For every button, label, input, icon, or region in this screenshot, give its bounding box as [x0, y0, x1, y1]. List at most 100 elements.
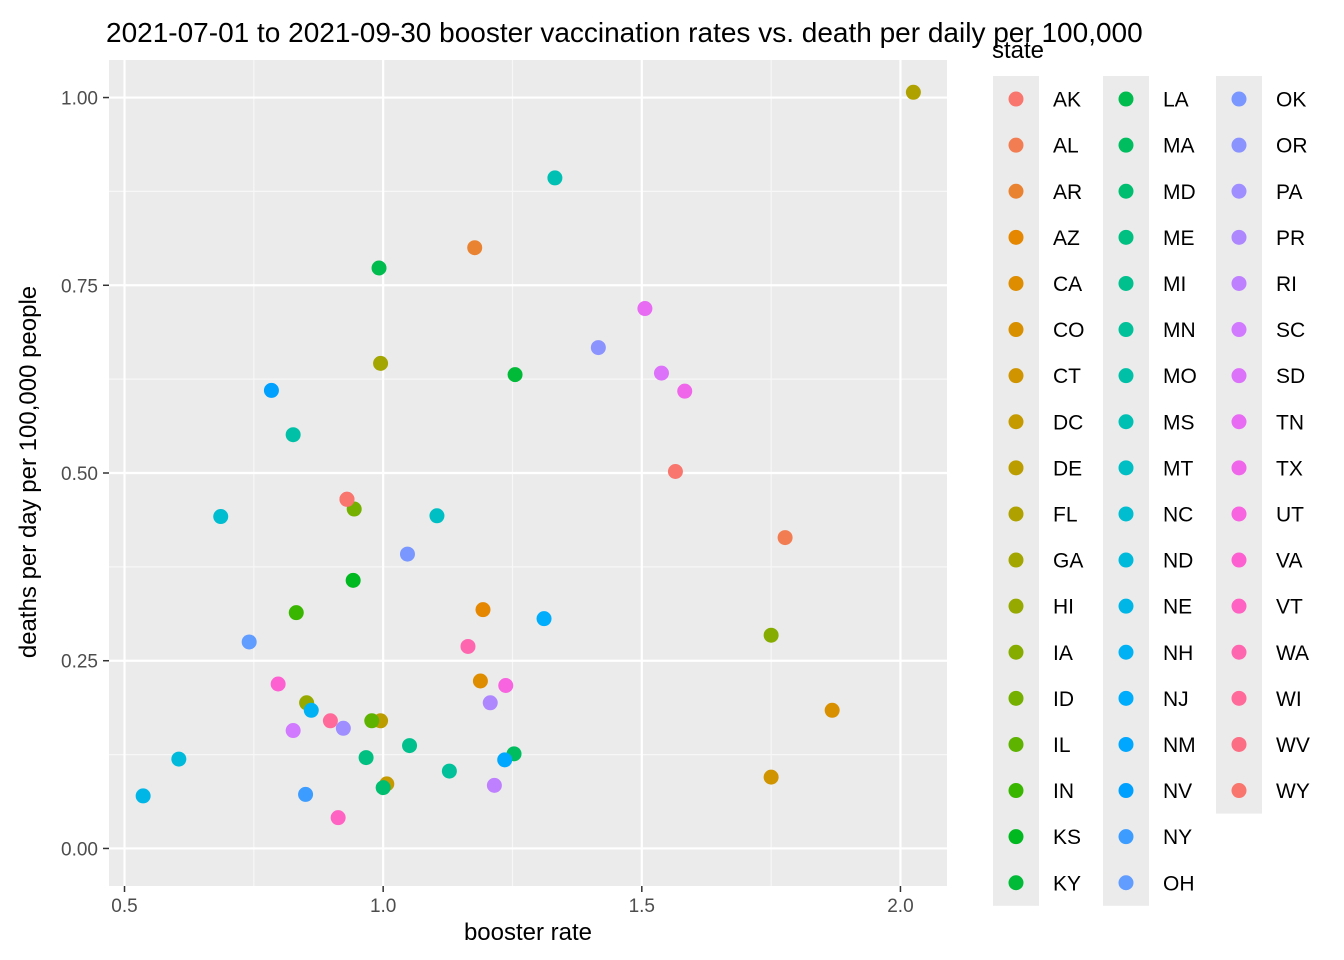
- y-tick-label: 1.00: [61, 89, 98, 110]
- legend-key-ne: [1118, 598, 1134, 614]
- legend-label-dc: DC: [1053, 411, 1083, 434]
- legend-key-wy: [1231, 783, 1247, 799]
- legend-label-va: VA: [1276, 550, 1302, 573]
- legend-key-ks: [1008, 829, 1024, 845]
- point-me: [358, 750, 374, 766]
- legend-label-wa: WA: [1276, 642, 1309, 665]
- point-mo: [285, 427, 301, 443]
- legend-label-pr: PR: [1276, 227, 1305, 250]
- point-nm: [497, 752, 513, 768]
- point-ca: [472, 673, 488, 689]
- legend-key-vt: [1231, 598, 1247, 614]
- point-sd: [653, 365, 669, 381]
- legend-key-mo: [1118, 368, 1134, 384]
- legend-label-ri: RI: [1276, 273, 1297, 296]
- legend-label-ne: NE: [1163, 596, 1192, 619]
- legend-key-md: [1118, 183, 1134, 199]
- legend-label-wy: WY: [1276, 780, 1310, 803]
- legend-key-tn: [1231, 414, 1247, 430]
- x-tick-label: 1.5: [629, 896, 655, 917]
- point-ky: [507, 367, 523, 383]
- legend-label-ct: CT: [1053, 365, 1081, 388]
- chart-title: 2021-07-01 to 2021-09-30 booster vaccina…: [106, 17, 1143, 48]
- legend-label-ma: MA: [1163, 135, 1195, 158]
- legend-label-nv: NV: [1163, 780, 1192, 803]
- point-vt: [330, 810, 346, 826]
- legend-label-fl: FL: [1053, 503, 1078, 526]
- legend-key-de: [1008, 460, 1024, 476]
- legend-key-co: [1008, 322, 1024, 338]
- legend-label-ok: OK: [1276, 89, 1306, 112]
- legend-label-tx: TX: [1276, 457, 1303, 480]
- point-oh: [241, 634, 257, 650]
- point-pa: [335, 720, 351, 736]
- x-axis: 0.5 1.0 1.5 2.0: [111, 886, 914, 917]
- legend-key-sd: [1231, 368, 1247, 384]
- point-md: [375, 780, 391, 796]
- x-axis-title: booster rate: [464, 919, 592, 946]
- legend-label-ca: CA: [1053, 273, 1082, 296]
- point-al: [777, 530, 793, 546]
- legend-label-sd: SD: [1276, 365, 1305, 388]
- legend-label-ga: GA: [1053, 550, 1083, 573]
- legend-label-de: DE: [1053, 457, 1082, 480]
- point-tn: [637, 301, 653, 317]
- legend-key-mt: [1118, 460, 1134, 476]
- y-axis: 0.00 0.25 0.50 0.75 1.00: [61, 89, 109, 860]
- point-ok: [399, 546, 415, 562]
- point-ks: [345, 572, 361, 588]
- y-tick-label: 0.75: [61, 276, 98, 297]
- legend-label-nj: NJ: [1163, 688, 1189, 711]
- legend-key-wa: [1231, 644, 1247, 660]
- point-ak: [667, 463, 683, 479]
- legend-key-column: [993, 76, 1039, 906]
- point-ms: [547, 170, 563, 186]
- point-tx: [677, 383, 693, 399]
- legend-label-ms: MS: [1163, 411, 1195, 434]
- legend-label-mi: MI: [1163, 273, 1186, 296]
- legend-label-sc: SC: [1276, 319, 1305, 342]
- point-la: [371, 260, 387, 276]
- legend-label-ks: KS: [1053, 826, 1081, 849]
- legend-label-id: ID: [1053, 688, 1074, 711]
- legend-key-ok: [1231, 91, 1247, 107]
- legend-key-or: [1231, 137, 1247, 153]
- point-ri: [486, 777, 502, 793]
- legend-key-oh: [1118, 875, 1134, 891]
- legend-key-ny: [1118, 829, 1134, 845]
- legend-label-md: MD: [1163, 181, 1196, 204]
- point-ut: [498, 678, 514, 694]
- legend-label-ky: KY: [1053, 872, 1081, 895]
- legend-label-me: ME: [1163, 227, 1195, 250]
- legend-key-fl: [1008, 506, 1024, 522]
- point-wi: [322, 713, 338, 729]
- legend-key-ct: [1008, 368, 1024, 384]
- legend-label-mn: MN: [1163, 319, 1196, 342]
- legend-label-ia: IA: [1053, 642, 1073, 665]
- x-tick-label: 2.0: [887, 896, 913, 917]
- legend-key-ms: [1118, 414, 1134, 430]
- legend-key-dc: [1008, 414, 1024, 430]
- legend-label-tn: TN: [1276, 411, 1304, 434]
- point-nv: [263, 382, 279, 398]
- legend-key-il: [1008, 736, 1024, 752]
- legend-key-id: [1008, 690, 1024, 706]
- point-pr: [482, 695, 498, 711]
- legend-key-ut: [1231, 506, 1247, 522]
- point-ga: [373, 355, 389, 371]
- point-mn: [441, 763, 457, 779]
- legend-label-il: IL: [1053, 734, 1071, 757]
- point-or: [590, 340, 606, 356]
- legend-key-ma: [1118, 137, 1134, 153]
- legend-label-wv: WV: [1276, 734, 1310, 757]
- legend-key-al: [1008, 137, 1024, 153]
- legend-label-nd: ND: [1163, 550, 1193, 573]
- legend-key-ar: [1008, 183, 1024, 199]
- point-az: [475, 602, 491, 618]
- point-nd: [171, 751, 187, 767]
- legend-key-nv: [1118, 783, 1134, 799]
- legend-key-ak: [1008, 91, 1024, 107]
- legend-key-wi: [1231, 690, 1247, 706]
- legend-title: state: [992, 37, 1044, 64]
- legend-label-oh: OH: [1163, 872, 1195, 895]
